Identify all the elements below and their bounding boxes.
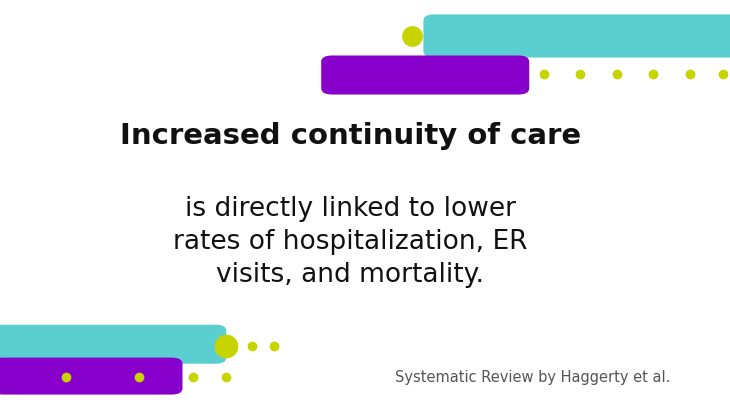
FancyBboxPatch shape <box>0 358 182 395</box>
Text: is directly linked to lower
rates of hospitalization, ER
visits, and mortality.: is directly linked to lower rates of hos… <box>173 196 528 289</box>
Text: Systematic Review by Haggerty et al.: Systematic Review by Haggerty et al. <box>395 370 671 385</box>
FancyBboxPatch shape <box>423 14 730 58</box>
Text: Increased continuity of care: Increased continuity of care <box>120 122 581 150</box>
FancyBboxPatch shape <box>321 55 529 95</box>
FancyBboxPatch shape <box>0 325 226 364</box>
